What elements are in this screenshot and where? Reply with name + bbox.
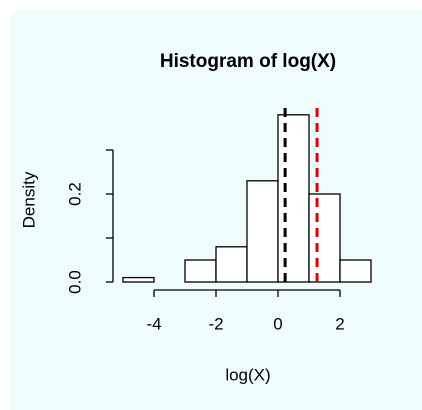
x-tick-label: 2 [335, 314, 344, 333]
panel [10, 10, 422, 410]
bar [122, 276, 155, 283]
y-tick-label: 0.0 [65, 270, 84, 294]
y-axis-label: Density [19, 171, 38, 228]
bar [339, 259, 372, 283]
y-tick-label: 0.2 [65, 182, 84, 206]
x-tick-label: 0 [273, 314, 282, 333]
bar [184, 259, 217, 283]
bar [277, 114, 310, 283]
chart-title: Histogram of log(X) [160, 51, 336, 72]
x-axis-label: log(X) [225, 365, 270, 384]
x-tick-label: -2 [208, 314, 223, 333]
bar [246, 180, 279, 283]
x-tick-label: -4 [146, 314, 161, 333]
bar [308, 193, 341, 283]
bar [215, 246, 248, 283]
